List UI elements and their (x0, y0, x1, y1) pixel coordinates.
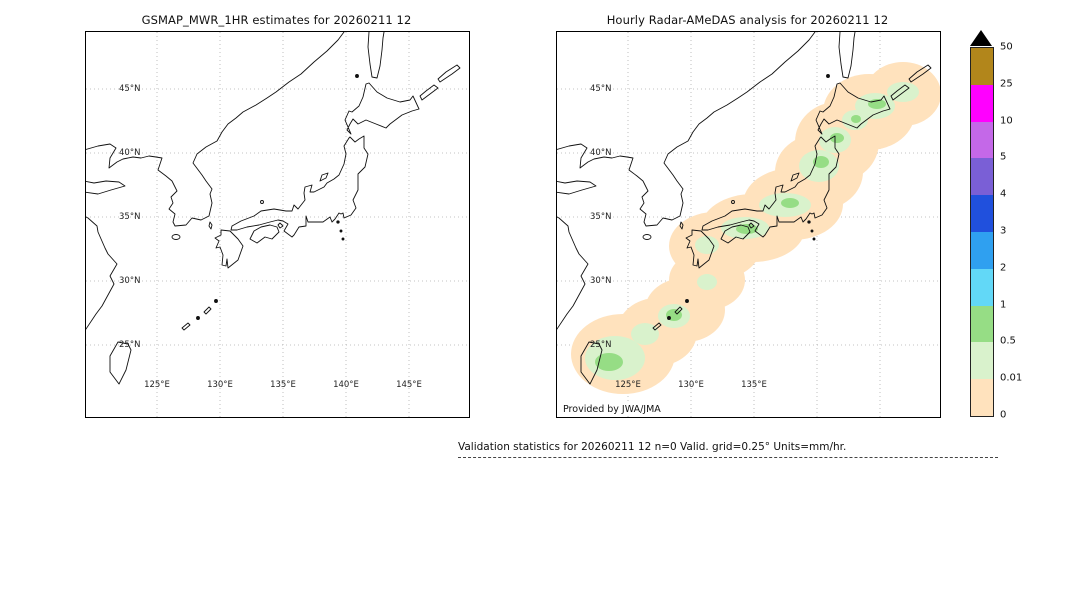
coastlines (86, 32, 461, 385)
colorbar-segment (971, 158, 993, 196)
colorbar-segment (971, 268, 993, 306)
colorbar-segment (971, 231, 993, 269)
colorbar-segment (971, 305, 993, 343)
colorbar-segment (971, 84, 993, 122)
lon-tick-label: 130°E (678, 380, 704, 390)
colorbar-overflow-triangle (970, 30, 992, 46)
precip-cell (595, 353, 623, 371)
lon-tick-label: 140°E (333, 380, 359, 390)
lat-tick-label: 25°N (119, 340, 141, 350)
precip-cell (631, 323, 659, 345)
lat-tick-label: 40°N (119, 148, 141, 158)
colorbar-segment (971, 195, 993, 232)
left-panel-title: GSMAP_MWR_1HR estimates for 20260211 12 (141, 13, 412, 27)
precip-cell (781, 198, 799, 208)
colorbar-segment (971, 342, 993, 380)
colorbar-tick-label: 0 (1000, 409, 1007, 421)
colorbar-tick-label: 2 (1000, 262, 1007, 274)
colorbar-tick-label: 1 (1000, 299, 1007, 311)
radar-map-svg (557, 32, 940, 417)
data-credit: Provided by JWA/JMA (560, 404, 664, 415)
gsmap-map-svg (86, 32, 469, 417)
lat-tick-label: 30°N (119, 276, 141, 286)
colorbar (970, 47, 994, 417)
precip-cell (697, 274, 717, 290)
colorbar-tick-label: 4 (1000, 188, 1007, 200)
right-panel-title: Hourly Radar-AMeDAS analysis for 2026021… (606, 13, 889, 27)
colorbar-tick-label: 0.5 (1000, 335, 1016, 347)
lon-tick-label: 135°E (741, 380, 767, 390)
precip-cell (813, 156, 829, 168)
lon-tick-label: 135°E (270, 380, 296, 390)
validation-statistics-text: Validation statistics for 20260211 12 n=… (458, 441, 998, 458)
colorbar-segment (971, 121, 993, 159)
lat-tick-label: 40°N (590, 148, 612, 158)
precip-cell (851, 115, 861, 123)
gridlines (86, 32, 469, 417)
lon-tick-label: 125°E (615, 380, 641, 390)
lon-tick-label: 125°E (144, 380, 170, 390)
lat-tick-label: 35°N (590, 212, 612, 222)
colorbar-segment (971, 48, 993, 85)
colorbar-segment (971, 379, 993, 416)
lat-tick-label: 30°N (590, 276, 612, 286)
colorbar-tick-label: 50 (1000, 41, 1013, 53)
lat-tick-label: 35°N (119, 212, 141, 222)
gsmap-estimates-map: 45°N 40°N 35°N 30°N 25°N 125°E 130°E 135°E 140°E… (85, 31, 470, 418)
colorbar-tick-label: 10 (1000, 115, 1013, 127)
precip-cell (695, 236, 719, 254)
precipitation-layer (571, 62, 940, 394)
colorbar-tick-label: 5 (1000, 151, 1007, 163)
lat-tick-label: 45°N (119, 84, 141, 94)
lon-tick-label: 130°E (207, 380, 233, 390)
radar-amedas-map: Provided by JWA/JMA 45°N 40°N 35°N 30°N 25°N… (556, 31, 941, 418)
lat-tick-label: 25°N (590, 340, 612, 350)
colorbar-tick-label: 25 (1000, 78, 1013, 90)
colorbar-tick-label: 0.01 (1000, 372, 1023, 384)
lon-tick-label: 145°E (396, 380, 422, 390)
colorbar-tick-label: 3 (1000, 225, 1007, 237)
precip-cell (830, 133, 844, 143)
lat-tick-label: 45°N (590, 84, 612, 94)
